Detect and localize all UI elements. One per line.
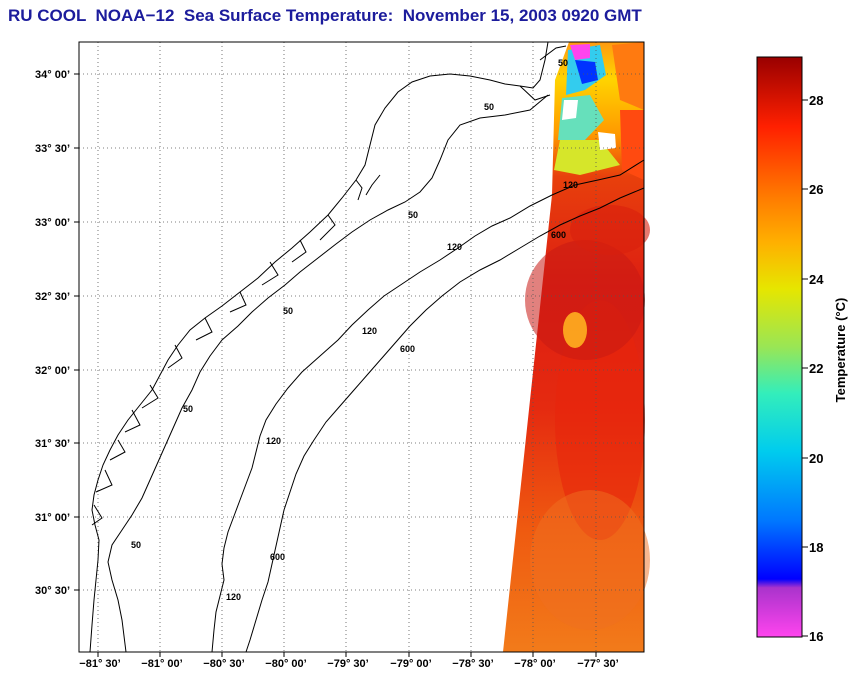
lon-label: −81° 00’ — [141, 658, 182, 670]
lat-label: 30° 30’ — [35, 585, 70, 597]
lon-label: −81° 30’ — [79, 658, 120, 670]
isobath-labels: 50 50 50 120 600 50 120 600 50 120 120 6… — [131, 58, 578, 602]
isobath-label: 600 — [551, 230, 566, 240]
colorbar-tick-label: 24 — [809, 272, 824, 287]
lon-labels: −81° 30’ −81° 00’ −80° 30’ −80° 00’ −79°… — [79, 658, 618, 670]
isobath-label: 50 — [408, 210, 418, 220]
colorbar-tick-label: 20 — [809, 451, 823, 466]
isobath-label: 600 — [400, 344, 415, 354]
lat-label: 33° 30’ — [35, 143, 70, 155]
lon-label: −79° 00’ — [390, 658, 431, 670]
lat-label: 31° 00’ — [35, 512, 70, 524]
isobath-label: 50 — [283, 306, 293, 316]
colorbar: 28 26 24 22 20 18 16 Temperature (°C) — [756, 56, 848, 644]
lat-labels: 34° 00’ 33° 30’ 33° 00’ 32° 30’ 32° 00’ … — [35, 69, 70, 597]
colorbar-label: Temperature (°C) — [833, 298, 848, 403]
lat-ticks — [74, 73, 79, 591]
colorbar-tick-label: 16 — [809, 629, 823, 644]
isobath-label: 50 — [484, 102, 494, 112]
lon-label: −77° 30’ — [577, 658, 618, 670]
isobath-50 — [107, 94, 549, 653]
colorbar-tick-label: 18 — [809, 540, 823, 555]
isobath-label: 50 — [183, 404, 193, 414]
colorbar-tick-label: 26 — [809, 182, 823, 197]
lon-label: −80° 30’ — [203, 658, 244, 670]
colorbar-tick-label: 22 — [809, 361, 823, 376]
isobath-label: 50 — [558, 58, 568, 68]
colorbar-ticks — [802, 99, 808, 637]
lat-label: 32° 00’ — [35, 365, 70, 377]
isobath-label: 120 — [226, 592, 241, 602]
colorbar-tick-label: 28 — [809, 93, 823, 108]
lat-label: 32° 30’ — [35, 291, 70, 303]
lon-label: −78° 30’ — [452, 658, 493, 670]
lon-ticks — [97, 652, 597, 657]
isobath-label: 120 — [447, 242, 462, 252]
isobath-label: 50 — [131, 540, 141, 550]
isobath-600 — [245, 187, 645, 653]
lat-label: 31° 30’ — [35, 438, 70, 450]
isobath-120 — [211, 159, 645, 653]
lat-label: 33° 00’ — [35, 217, 70, 229]
isobath-label: 600 — [270, 552, 285, 562]
lon-label: −79° 30’ — [327, 658, 368, 670]
map-title: RU COOL NOAA−12 Sea Surface Temperature:… — [8, 6, 642, 25]
isobath-label: 120 — [266, 436, 281, 446]
coastline — [89, 41, 567, 653]
lat-label: 34° 00’ — [35, 69, 70, 81]
grid-lines — [79, 42, 644, 652]
isobath-label: 120 — [362, 326, 377, 336]
sst-swath — [503, 42, 650, 652]
isobath-label: 120 — [563, 180, 578, 190]
lon-label: −80° 00’ — [265, 658, 306, 670]
map-frame — [78, 41, 645, 653]
lon-label: −78° 00’ — [514, 658, 555, 670]
colorbar-gradient — [756, 56, 803, 638]
